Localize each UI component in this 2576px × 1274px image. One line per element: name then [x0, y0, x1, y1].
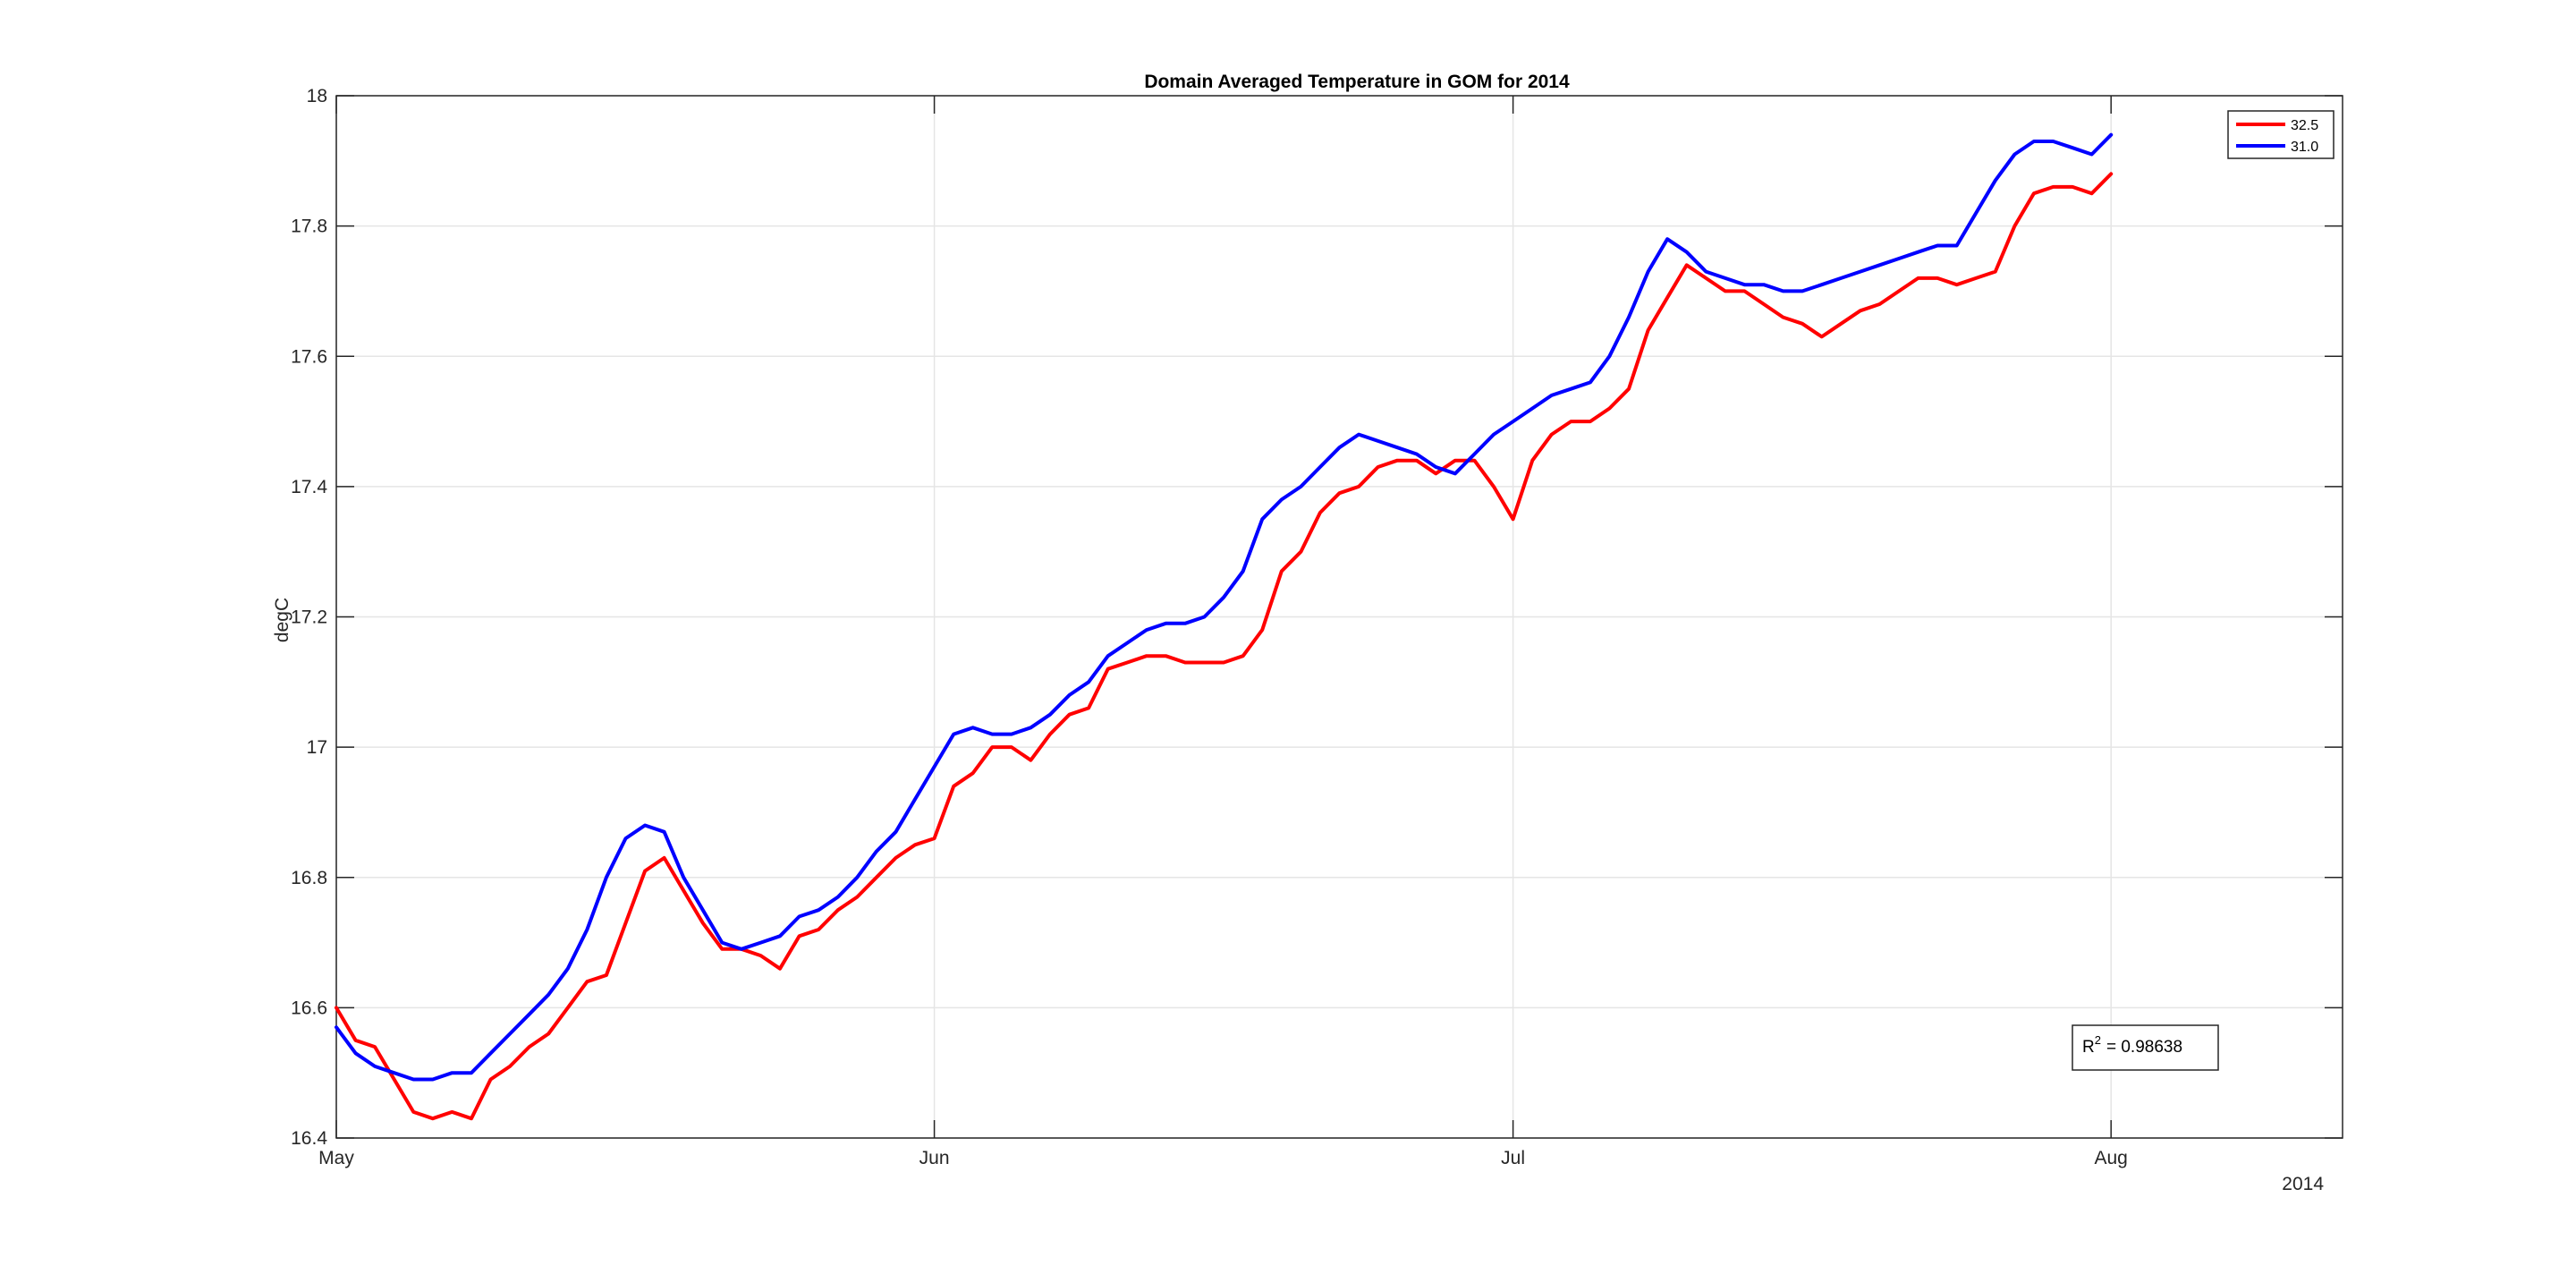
series-line-0 — [335, 172, 2114, 1121]
y-tick-label: 17.2 — [291, 607, 327, 628]
grid-lines — [335, 95, 2343, 1139]
svg-text:R2= 0.98638: R2 = 0.98638 — [2082, 1033, 2182, 1057]
y-axis-label: degC — [272, 598, 292, 642]
y-tick-label: 18 — [307, 86, 327, 106]
x-tick-label: Jul — [1501, 1148, 1525, 1168]
series-line-1 — [335, 132, 2114, 1082]
legend-label: 32.5 — [2291, 118, 2318, 133]
series-lines — [335, 132, 2114, 1121]
y-tick-label: 16.4 — [291, 1128, 327, 1149]
x-tick-label: Jun — [919, 1148, 950, 1168]
y-tick-label: 17.8 — [291, 217, 327, 237]
annotation-superscript: 2 — [2095, 1033, 2101, 1047]
annotation-label: R — [2082, 1038, 2095, 1057]
annotation-value: = 0.98638 — [2106, 1038, 2182, 1057]
legend-label: 31.0 — [2291, 140, 2318, 155]
legend-box — [2227, 110, 2334, 159]
annotation-box — [2072, 1024, 2219, 1071]
y-tick-label: 16.8 — [291, 868, 327, 888]
y-tick-label: 17.6 — [291, 346, 327, 367]
axes — [335, 95, 2343, 1139]
r-squared-annotation: R2 = 0.98638 — [2072, 1024, 2219, 1071]
x-tick-label: May — [318, 1148, 354, 1168]
tick-labels: 16.4 16.6 16.8 17 17.2 17.4 17.6 17.8 18 May Jun Ju… — [291, 86, 2128, 1168]
plot-frame — [335, 95, 2343, 1139]
x-tick-label: Aug — [2095, 1148, 2128, 1168]
chart-title: Domain Averaged Temperature in GOM for 2… — [1144, 72, 1570, 92]
x-axis-year-label: 2014 — [2282, 1174, 2324, 1194]
legend: 32.5 31.0 — [2227, 110, 2334, 159]
y-tick-label: 16.6 — [291, 998, 327, 1018]
y-tick-label: 17.4 — [291, 477, 327, 497]
y-tick-label: 17 — [307, 737, 327, 758]
